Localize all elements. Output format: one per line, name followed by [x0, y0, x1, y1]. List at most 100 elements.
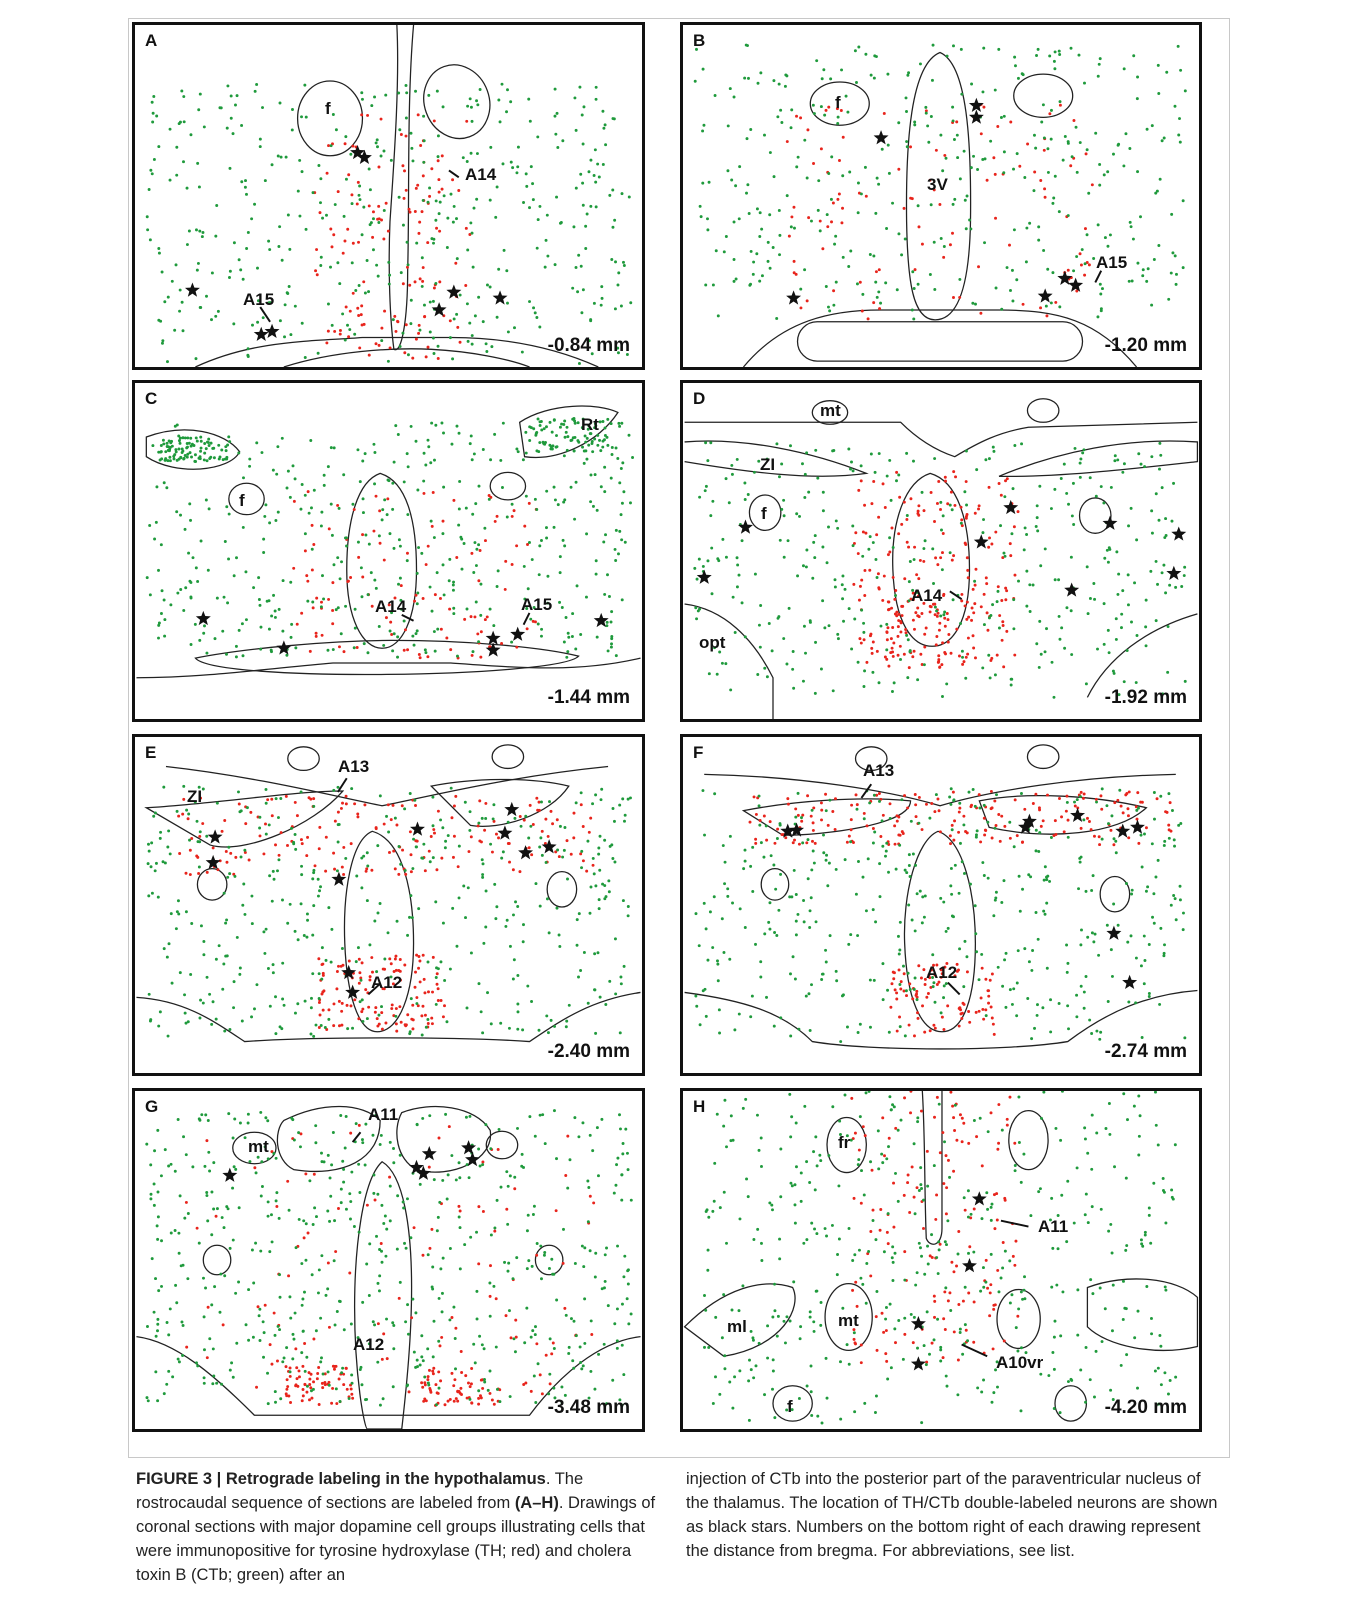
- panel-b: B f 3V A15 -1.20 mm: [680, 22, 1202, 370]
- double-labeled-star: [497, 825, 513, 840]
- base-outline: [684, 989, 1198, 1050]
- th-cells: [748, 789, 1173, 847]
- fornix-outline: [748, 494, 782, 532]
- double-labeled-star: [1102, 515, 1118, 530]
- bregma-distance: -0.84 mm: [547, 335, 630, 356]
- base-outline: [136, 991, 641, 1043]
- double-labeled-star: [541, 839, 557, 854]
- double-labeled-star: [485, 630, 501, 645]
- panel-h-drawing: [683, 1091, 1199, 1425]
- bregma-distance: -1.20 mm: [1104, 335, 1187, 356]
- region-label-fr: fr: [838, 1133, 851, 1152]
- panel-label: G: [145, 1097, 159, 1116]
- double-labeled-star: [465, 1151, 480, 1167]
- double-labeled-star: [207, 829, 223, 844]
- bregma-distance: -2.74 mm: [1104, 1041, 1187, 1062]
- double-labeled-star: [409, 1159, 424, 1175]
- double-labeled-stars: [184, 144, 508, 341]
- region-label-a14: A14: [911, 586, 943, 605]
- double-labeled-stars: [222, 1140, 480, 1182]
- double-labeled-stars: [195, 610, 609, 657]
- region-label-a13: A13: [338, 757, 370, 776]
- region-label-a12: A12: [371, 973, 403, 992]
- double-labeled-star: [485, 642, 501, 657]
- bregma-distance: -4.20 mm: [1104, 1397, 1187, 1418]
- th-cells: [177, 794, 595, 877]
- double-labeled-star: [786, 290, 802, 305]
- double-labeled-star: [1171, 526, 1187, 541]
- double-labeled-star: [341, 964, 357, 980]
- panel-b-drawing: [693, 43, 1187, 367]
- double-labeled-star: [910, 1316, 926, 1331]
- zona-incerta-left: [741, 798, 912, 836]
- ctb-cells: [145, 421, 635, 659]
- double-labeled-stars: [205, 801, 557, 999]
- figure-title: FIGURE 3 | Retrograde labeling in the hy…: [136, 1470, 546, 1488]
- panel-a: A f A14 A15 -0.84 mm: [132, 22, 645, 370]
- region-label-a15: A15: [1096, 253, 1128, 272]
- ctb-cells: [145, 82, 633, 365]
- region-label-a14: A14: [375, 597, 407, 616]
- caption-text-2: . Drawings of coronal sections with majo…: [136, 1494, 656, 1584]
- mammillothalamic-tract-outline: [824, 1282, 873, 1352]
- th-cluster-right: [420, 1366, 502, 1407]
- double-labeled-star: [968, 109, 984, 124]
- panel-g-drawing: [136, 1105, 641, 1429]
- panel-label: C: [145, 389, 158, 408]
- region-label-f: f: [239, 491, 245, 510]
- double-labeled-star: [593, 612, 609, 628]
- panel-d: D mt ZI f A14 opt -1.92 mm: [680, 380, 1202, 722]
- double-labeled-star: [962, 1258, 977, 1273]
- caption-text-1: . The rostrocaudal sequence of sections …: [136, 1470, 584, 1512]
- th-cells: [313, 113, 472, 360]
- zona-incerta-right: [429, 778, 570, 827]
- double-labeled-star: [345, 984, 361, 999]
- fornix-outline: [809, 81, 870, 126]
- double-labeled-stars: [780, 807, 1145, 989]
- region-label-opt: opt: [699, 633, 726, 652]
- double-labeled-star: [910, 1356, 926, 1371]
- figure-caption-right: injection of CTb into the posterior part…: [686, 1470, 1218, 1560]
- double-labeled-star: [356, 149, 372, 165]
- region-label-zi: ZI: [760, 455, 776, 474]
- double-labeled-star: [518, 845, 534, 860]
- bregma-distance: -3.48 mm: [547, 1397, 630, 1418]
- panel-f: F A13 A12 -2.74 mm: [680, 734, 1202, 1076]
- region-label-a13: A13: [863, 761, 895, 780]
- double-labeled-star: [789, 822, 805, 837]
- double-labeled-star: [1122, 974, 1138, 989]
- zona-incerta-right: [978, 794, 1148, 835]
- th-cells-base: [889, 961, 996, 1038]
- fornix-outline: [228, 482, 265, 516]
- double-labeled-star: [780, 823, 796, 838]
- double-labeled-star: [971, 1191, 987, 1206]
- double-labeled-star: [350, 144, 366, 160]
- double-labeled-star: [431, 302, 447, 317]
- double-labeled-star: [421, 1146, 437, 1161]
- double-labeled-star: [1166, 565, 1182, 580]
- double-labeled-star: [1106, 925, 1122, 940]
- double-labeled-star: [410, 821, 425, 836]
- panel-label: D: [693, 389, 706, 408]
- panel-g: G mt A11 A12 -3.48 mm: [132, 1088, 645, 1432]
- th-cluster-left: [284, 1364, 355, 1407]
- tract-outline: [1013, 73, 1074, 119]
- panel-f-drawing: [684, 744, 1198, 1050]
- panel-label: B: [693, 31, 706, 50]
- zona-incerta-left: [684, 440, 869, 477]
- panel-e-drawing: [136, 744, 641, 1043]
- ctb-cells: [693, 441, 1187, 699]
- th-cells-base: [317, 953, 446, 1033]
- region-label-3v: 3V: [927, 175, 948, 194]
- double-labeled-star: [1070, 807, 1086, 822]
- ctb-cluster-left: [157, 435, 232, 463]
- region-label-a15: A15: [521, 595, 553, 614]
- double-labeled-star: [184, 282, 200, 297]
- zona-incerta-right: [998, 440, 1199, 478]
- region-label-a11: A11: [1038, 1217, 1069, 1236]
- panel-label: E: [145, 743, 157, 762]
- double-labeled-star: [415, 1165, 431, 1180]
- double-labeled-star: [504, 801, 520, 817]
- region-label-f: f: [325, 99, 331, 118]
- double-labeled-stars: [786, 97, 1084, 305]
